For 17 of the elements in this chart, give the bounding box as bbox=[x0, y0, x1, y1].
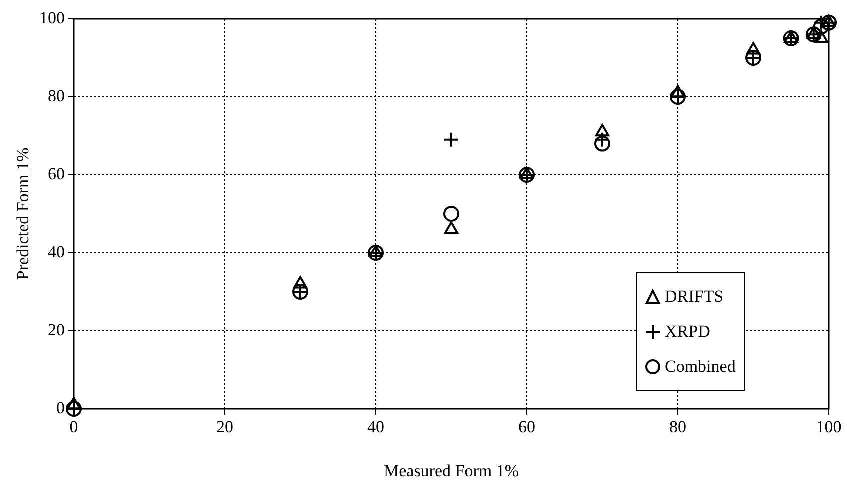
y-axis-title: Predicted Form 1% bbox=[14, 148, 33, 280]
y-tick-label: 60 bbox=[48, 164, 65, 184]
x-axis-title: Measured Form 1% bbox=[384, 461, 520, 480]
y-tick-label: 80 bbox=[48, 86, 65, 106]
legend-label: Combined bbox=[665, 356, 736, 376]
legend-label: DRIFTS bbox=[665, 286, 724, 306]
y-tick-label: 100 bbox=[40, 8, 65, 28]
y-tick-label: 20 bbox=[48, 320, 65, 340]
x-tick-label: 100 bbox=[816, 418, 842, 437]
legend-label: XRPD bbox=[665, 322, 710, 342]
x-tick-label: 20 bbox=[216, 418, 234, 437]
x-tick-label: 80 bbox=[670, 418, 686, 437]
x-tick-label: 0 bbox=[70, 418, 78, 437]
y-tick-label: 40 bbox=[48, 242, 65, 262]
x-tick-label: 40 bbox=[368, 418, 384, 437]
y-tick-label: 0 bbox=[56, 398, 65, 418]
x-tick-label: 60 bbox=[518, 418, 536, 437]
